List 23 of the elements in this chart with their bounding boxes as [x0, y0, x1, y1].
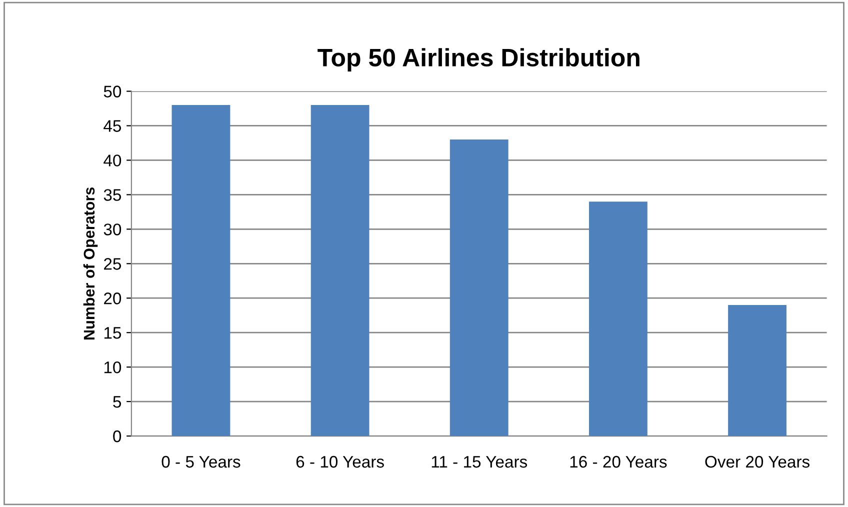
x-tick-label: 11 - 15 Years — [432, 456, 528, 468]
y-tick-label: 40 — [104, 154, 122, 166]
y-tick-label: 35 — [104, 189, 122, 201]
y-tick-label: 25 — [104, 258, 122, 270]
x-tick-label: 16 - 20 Years — [570, 456, 667, 468]
x-tick-label: Over 20 Years — [705, 456, 810, 468]
y-tick-label: 5 — [113, 396, 122, 408]
y-tick-label: 50 — [104, 86, 122, 98]
bar — [310, 105, 370, 436]
y-tick-label: 15 — [104, 327, 122, 339]
y-axis-title: Number of Operators — [83, 187, 98, 340]
y-tick-label: 10 — [104, 361, 122, 374]
bar — [588, 202, 648, 436]
bar — [450, 140, 508, 436]
chart-title: Top 50 Airlines Distribution — [318, 48, 640, 72]
y-tick-label: 20 — [104, 292, 122, 304]
x-tick-label: 0 - 5 Years — [162, 456, 240, 468]
bar — [728, 305, 786, 436]
bar — [172, 105, 230, 436]
y-tick-label: 0 — [113, 430, 122, 442]
y-tick-label: 30 — [104, 224, 122, 236]
x-tick-label: 6 - 10 Years — [296, 456, 384, 468]
y-tick-label: 45 — [104, 120, 122, 132]
